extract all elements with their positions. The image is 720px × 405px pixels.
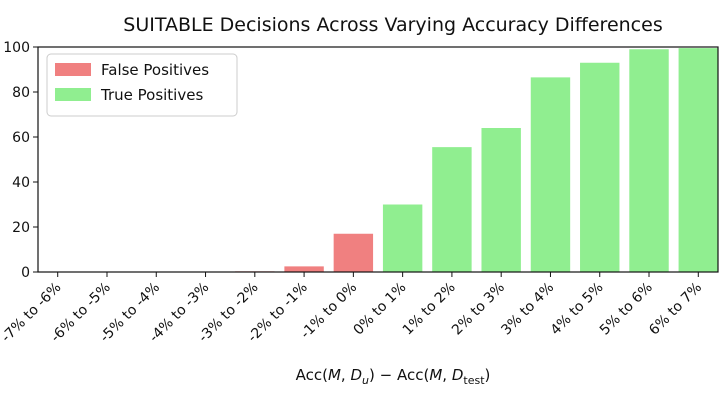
y-tick-label: 20 [12,220,30,236]
x-tick-label: 0% to 1% [351,280,410,339]
bar-true-positive-12 [629,49,669,272]
x-tick-label: 3% to 4% [498,280,557,339]
plot-frame [37,46,719,273]
x-tick-label: 4% to 5% [548,280,607,339]
legend-box [46,53,238,117]
y-tick-label: 60 [12,130,30,146]
x-tick-label: 5% to 6% [597,280,656,339]
chart-title: SUITABLE Decisions Across Varying Accura… [123,14,662,36]
bar-true-positive-9 [481,128,521,272]
legend: False Positives True Positives [46,53,238,117]
bar-true-positive-11 [580,62,620,272]
x-axis-label: Acc(M, Du) − Acc(M, Dtest) [296,366,491,387]
y-tick-label: 40 [12,175,30,191]
y-axis: 0 20 40 60 80 100 [3,40,38,281]
bars-group [235,48,718,272]
legend-swatch [55,63,91,76]
y-tick-label: 0 [21,265,30,281]
x-tick-label: 6% to 7% [646,280,705,339]
x-axis: -7% to -6%-6% to -5%-5% to -4%-4% to -3%… [0,272,705,346]
bar-true-positive-13 [678,48,718,272]
legend-swatch [55,88,91,101]
y-tick-label: 100 [3,40,30,56]
bar-false-positive-5 [284,266,324,272]
x-tick-label: 1% to 2% [400,280,459,339]
y-tick-label: 80 [12,85,30,101]
bar-true-positive-7 [382,204,423,272]
x-tick-label: 2% to 3% [449,280,508,339]
bar-false-positive-6 [333,233,374,272]
bar-true-positive-8 [432,147,472,272]
legend-label: False Positives [101,61,209,79]
bar-true-positive-10 [530,77,571,272]
legend-label: True Positives [100,86,203,104]
